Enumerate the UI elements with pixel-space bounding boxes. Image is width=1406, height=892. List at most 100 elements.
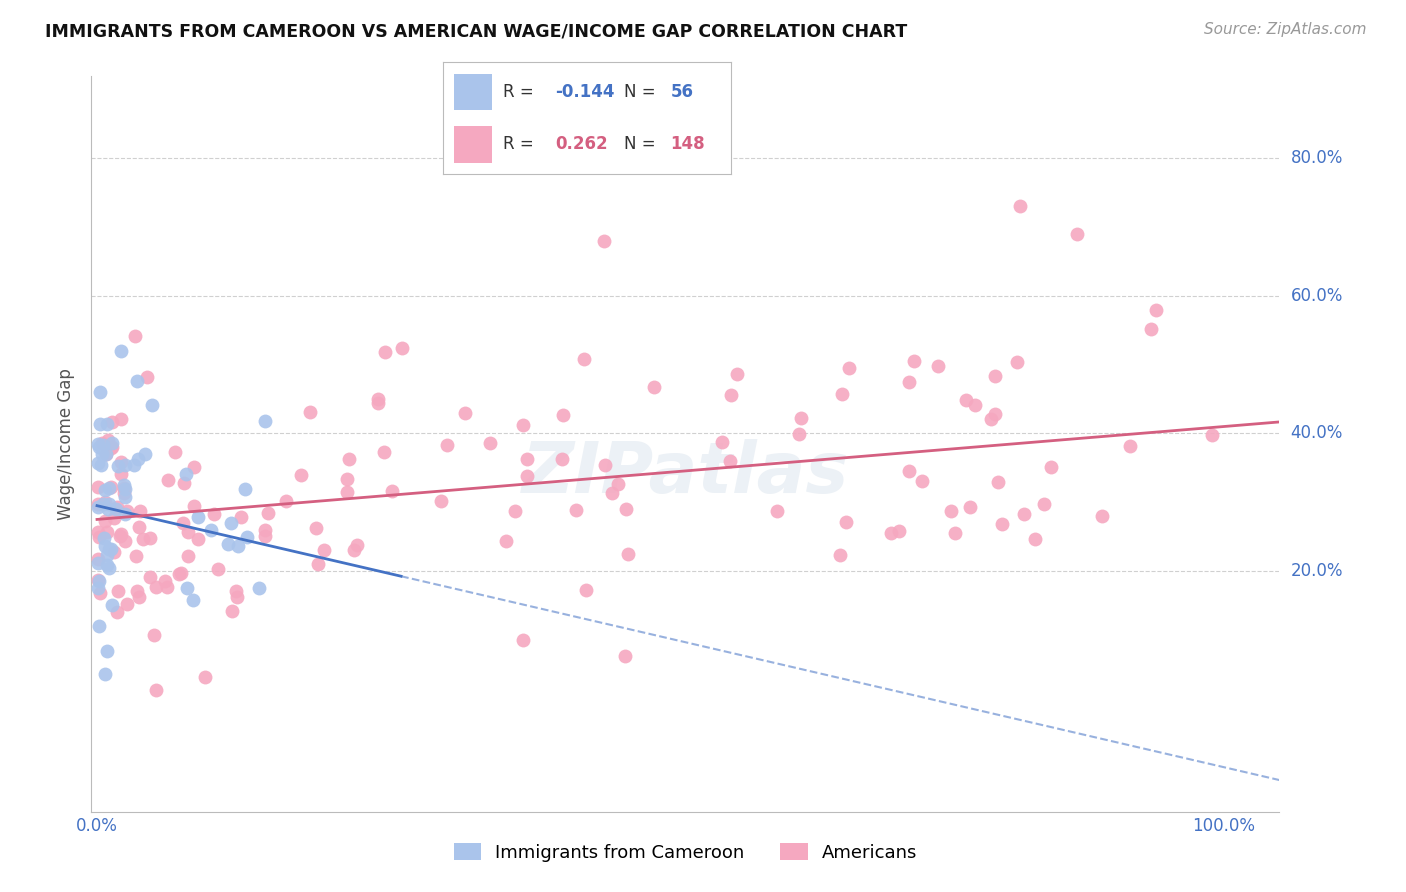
Point <box>97 542 120 557</box>
Point <box>911 475 934 489</box>
Point <box>200 524 222 538</box>
Point <box>128 504 150 518</box>
Point <box>122 458 145 472</box>
Bar <box>454 126 492 162</box>
Point <box>97 433 120 447</box>
Point <box>170 566 193 580</box>
Point <box>97 560 120 574</box>
Point <box>718 454 741 468</box>
Point <box>1144 302 1167 317</box>
Point <box>89 385 111 400</box>
Point <box>153 574 176 588</box>
Point <box>391 341 413 355</box>
Point <box>110 411 132 425</box>
Point <box>87 573 110 587</box>
Point <box>103 545 125 559</box>
Point <box>1032 497 1054 511</box>
Point <box>838 360 860 375</box>
Point <box>145 683 167 698</box>
Point <box>87 440 110 454</box>
Point <box>614 648 637 663</box>
Point <box>94 483 117 497</box>
Point <box>835 515 858 529</box>
Point <box>343 542 366 557</box>
Point <box>139 531 162 545</box>
Point <box>346 538 368 552</box>
Point <box>229 510 252 524</box>
Point <box>125 583 148 598</box>
Point <box>107 605 129 619</box>
Point <box>107 584 129 599</box>
Point <box>430 494 453 508</box>
Point <box>436 437 458 451</box>
Point <box>103 511 125 525</box>
Point <box>790 410 813 425</box>
Point <box>100 480 122 494</box>
Point <box>108 529 131 543</box>
Text: R =: R = <box>503 83 540 101</box>
Point <box>959 500 981 515</box>
Point <box>478 436 501 450</box>
Point <box>305 521 328 535</box>
Text: 20.0%: 20.0% <box>1291 562 1343 580</box>
Point <box>97 502 120 516</box>
Text: -0.144: -0.144 <box>555 83 614 101</box>
Point <box>592 234 614 248</box>
Point <box>183 499 205 513</box>
Point <box>254 414 277 428</box>
Text: R =: R = <box>503 136 544 153</box>
Point <box>110 343 132 358</box>
Point <box>125 549 148 564</box>
Point <box>96 548 118 562</box>
Text: IMMIGRANTS FROM CAMEROON VS AMERICAN WAGE/INCOME GAP CORRELATION CHART: IMMIGRANTS FROM CAMEROON VS AMERICAN WAG… <box>45 22 907 40</box>
Point <box>765 504 787 518</box>
Point <box>381 483 404 498</box>
Point <box>235 530 257 544</box>
Point <box>165 444 187 458</box>
Point <box>87 582 110 596</box>
Point <box>94 539 117 553</box>
Point <box>254 528 277 542</box>
Point <box>139 569 162 583</box>
Point <box>789 426 811 441</box>
Point <box>367 396 389 410</box>
Point <box>87 619 110 633</box>
Point <box>374 344 396 359</box>
Point <box>157 473 180 487</box>
Point <box>115 597 138 611</box>
Text: 0.262: 0.262 <box>555 136 607 153</box>
Point <box>373 445 395 459</box>
Point <box>87 525 110 540</box>
Bar <box>454 74 492 111</box>
Point <box>454 406 477 420</box>
Point <box>100 415 122 429</box>
Point <box>1039 460 1062 475</box>
Point <box>167 566 190 581</box>
Point <box>983 368 1005 383</box>
Point <box>115 504 138 518</box>
Point <box>112 486 135 500</box>
Point <box>987 475 1010 490</box>
Point <box>181 592 204 607</box>
Point <box>89 417 111 432</box>
Text: N =: N = <box>624 136 661 153</box>
Text: N =: N = <box>624 83 661 101</box>
Point <box>898 464 921 478</box>
Point <box>606 477 628 491</box>
Point <box>1010 199 1032 213</box>
Point <box>307 557 329 571</box>
Point <box>927 359 949 373</box>
Point <box>94 495 117 509</box>
Point <box>336 484 359 499</box>
Point <box>87 552 110 566</box>
Point <box>105 500 128 514</box>
Point <box>87 480 110 494</box>
Point <box>217 537 239 551</box>
Point <box>145 580 167 594</box>
Point <box>114 507 136 521</box>
Point <box>98 481 121 495</box>
Point <box>114 478 136 492</box>
Text: 60.0%: 60.0% <box>1291 287 1343 305</box>
Point <box>177 525 200 540</box>
Point <box>564 503 586 517</box>
